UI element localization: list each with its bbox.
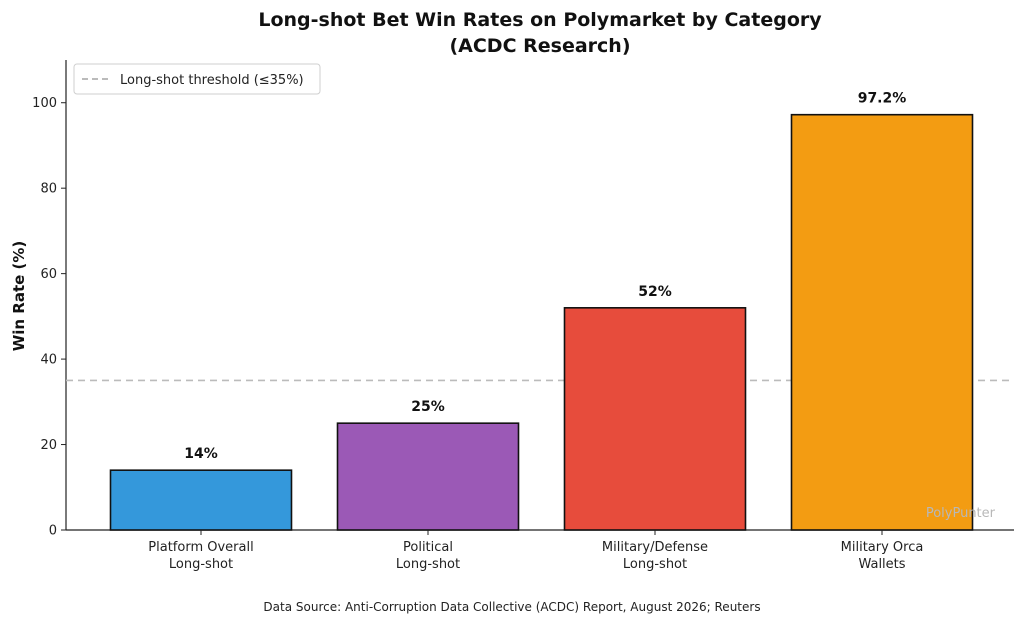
legend: Long-shot threshold (≤35%): [73, 63, 321, 95]
x-tick-label: Long-shot: [396, 557, 460, 572]
data-label: 25%: [411, 399, 445, 415]
x-tick-label: Long-shot: [623, 557, 687, 572]
chart-title-line2: (ACDC Research): [449, 35, 630, 57]
legend-threshold-label: Long-shot threshold (≤35%): [120, 73, 304, 88]
bar: [563, 307, 747, 531]
y-tick-label: 0: [49, 524, 57, 539]
data-label: 14%: [184, 446, 218, 462]
y-tick-label: 80: [40, 182, 57, 197]
x-tick-label: Military/Defense: [602, 540, 708, 555]
x-tick-label: Wallets: [858, 557, 905, 572]
source-note: Data Source: Anti-Corruption Data Collec…: [263, 600, 760, 614]
x-categories-group: Platform Overall Long-shot Political Long-s…: [148, 530, 923, 572]
chart-title-line1: Long-shot Bet Win Rates on Polymarket by…: [258, 9, 822, 31]
bar: [109, 469, 293, 531]
x-tick-label: Military Orca: [841, 540, 924, 555]
x-tick-label: Platform Overall: [148, 540, 253, 555]
bar: [336, 422, 520, 531]
legend-box: [73, 63, 321, 95]
bars-group: 14% 25% 52% 97.2%: [109, 91, 974, 531]
y-tick-label: 100: [32, 96, 57, 111]
data-label: 97.2%: [858, 91, 907, 107]
data-label: 52%: [638, 284, 672, 300]
x-tick-label: Long-shot: [169, 557, 233, 572]
y-tick-label: 20: [40, 438, 57, 453]
watermark: PolyPunter: [926, 506, 996, 521]
y-tick-label: 60: [40, 267, 57, 282]
y-axis-label: Win Rate (%): [10, 241, 28, 352]
y-ticks-group: 0 20 40 60 80 100: [32, 96, 66, 539]
y-tick-label: 40: [40, 353, 57, 368]
x-tick-label: Political: [403, 540, 453, 555]
bar: [790, 113, 974, 531]
